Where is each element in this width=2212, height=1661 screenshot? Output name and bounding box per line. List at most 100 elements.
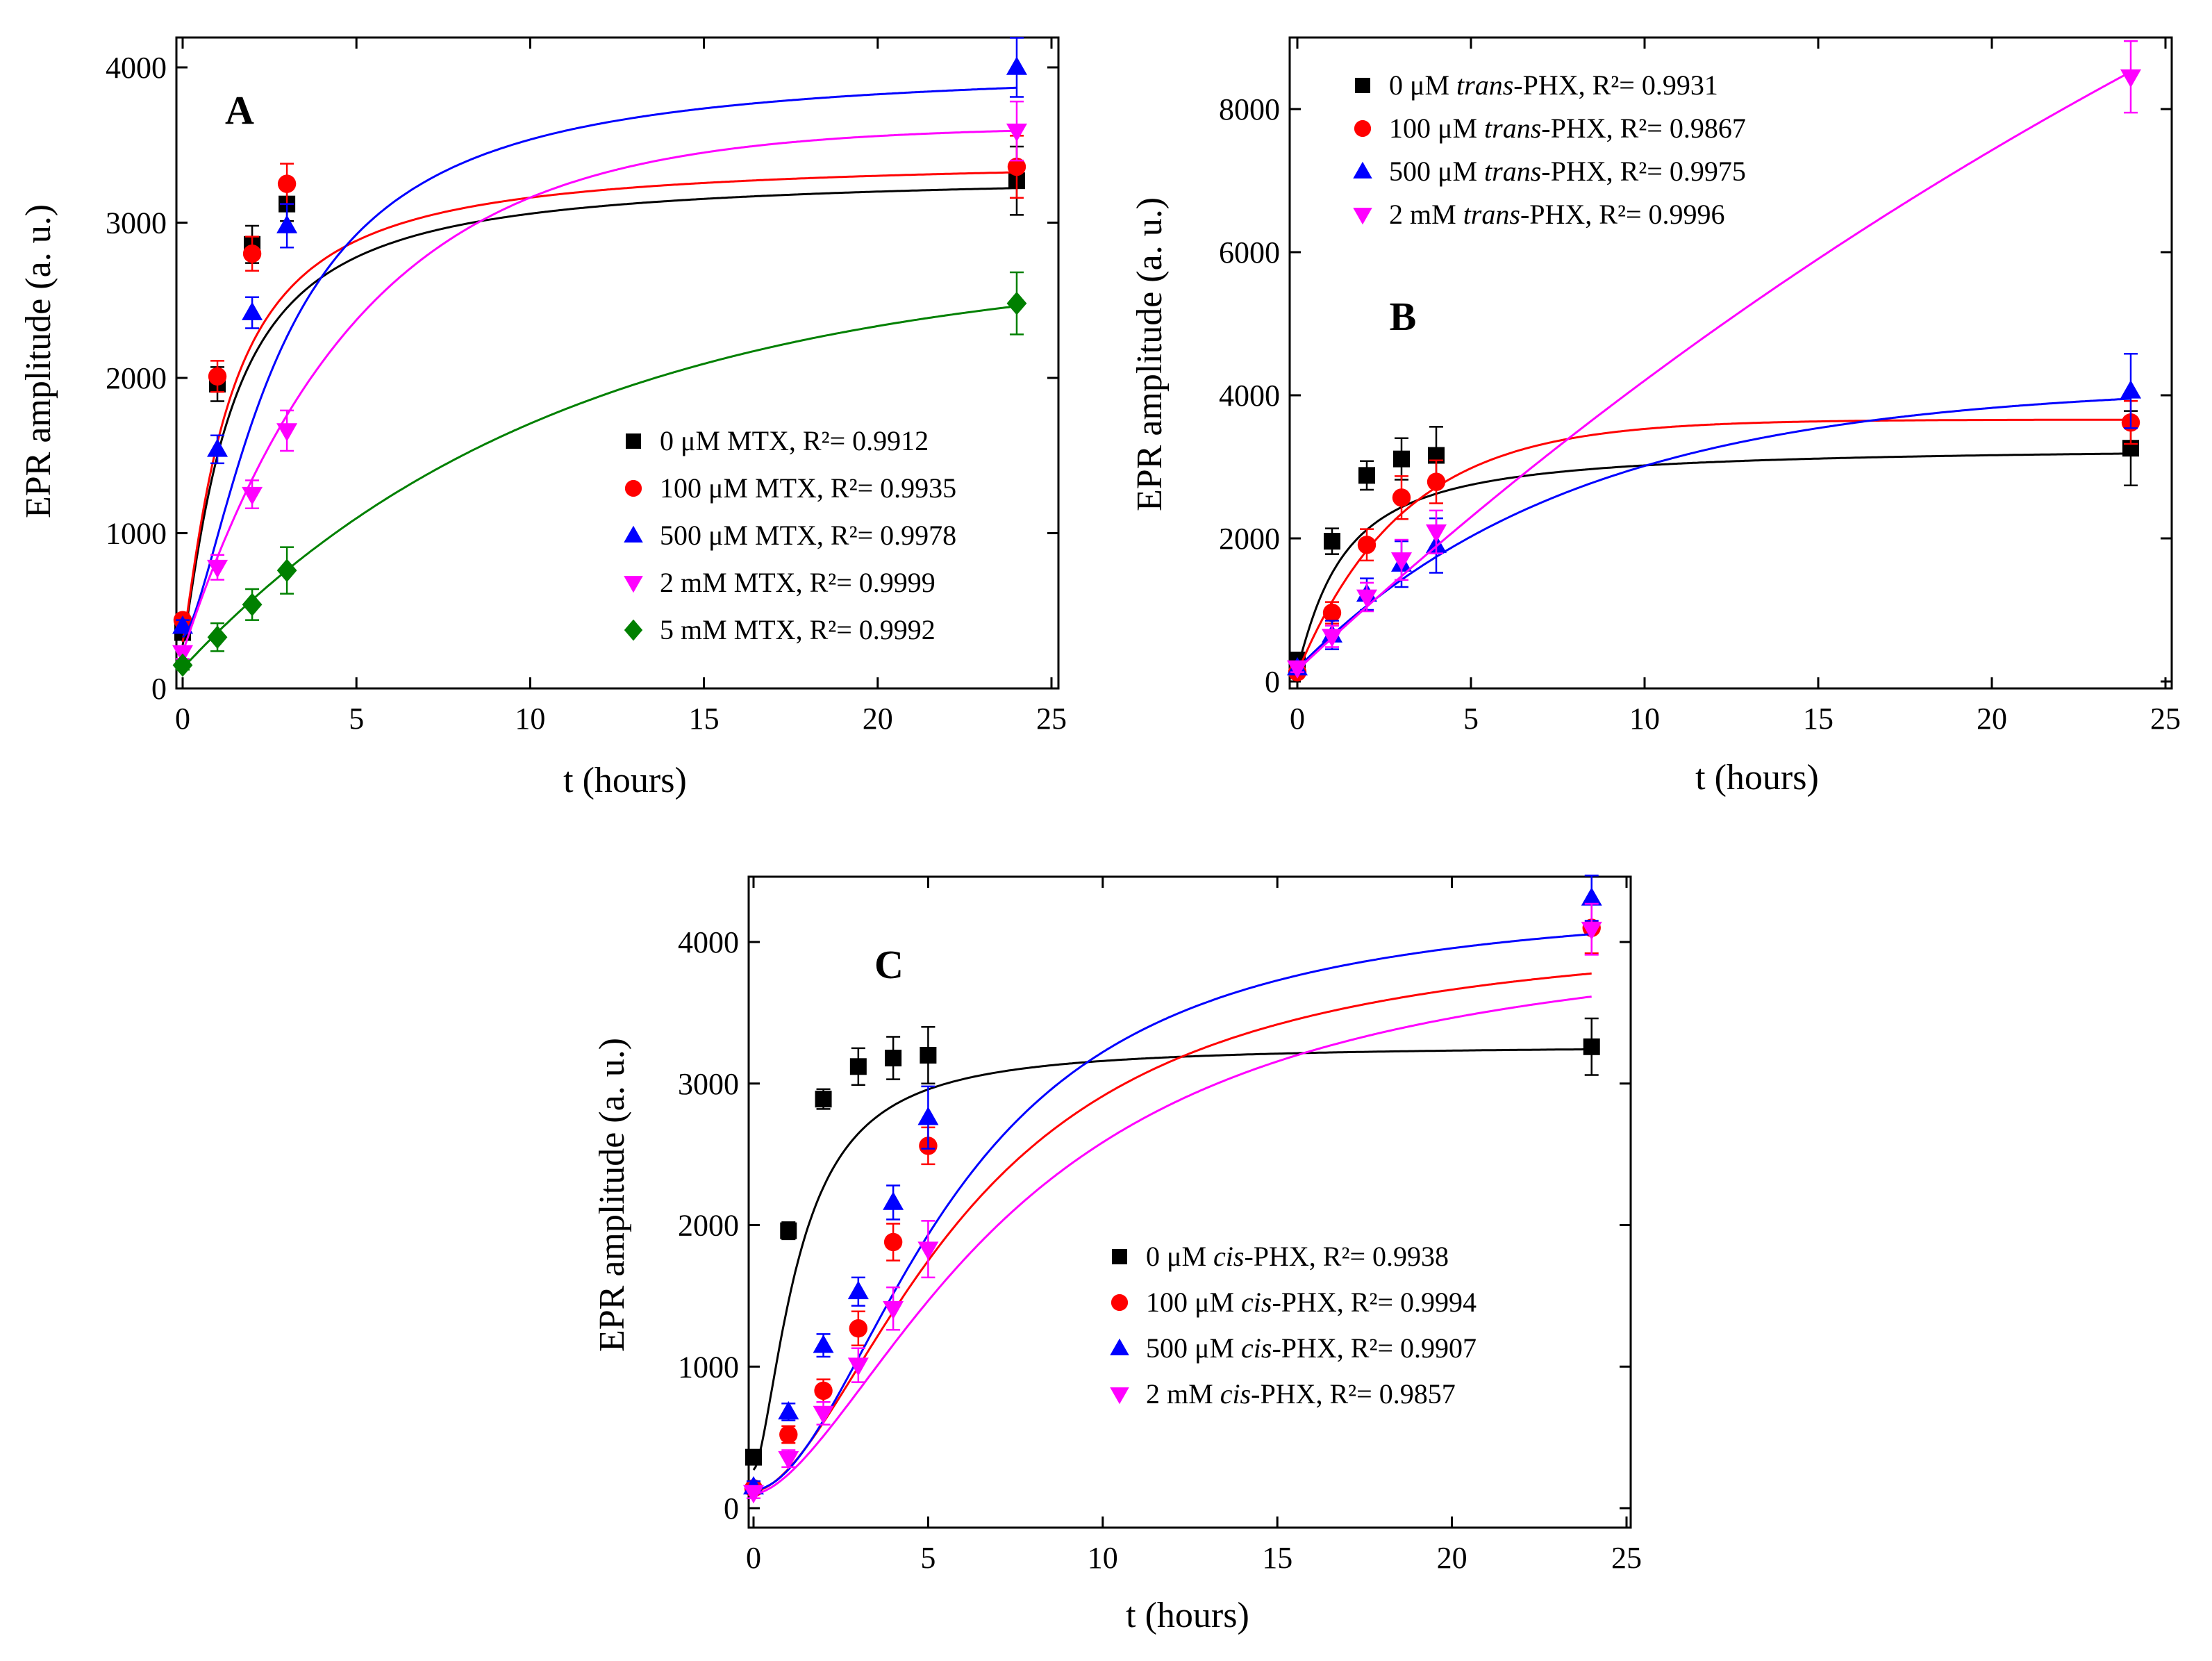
data-point	[276, 423, 298, 442]
legend-item: 2 mM cis-PHX, R²= 0.9857	[1110, 1378, 1456, 1410]
legend-label: 0 μM MTX, R²= 0.9912	[660, 425, 929, 456]
legend-label: 100 μM MTX, R²= 0.9935	[660, 472, 956, 504]
x-tick-label: 20	[863, 702, 893, 736]
data-point	[1007, 157, 1026, 176]
legend-marker	[1354, 119, 1372, 138]
data-point	[883, 1300, 904, 1320]
chart-panel-b: 0 5 10 15 20 25 0 2000 4000 6000 8000 t (hours) EPR …	[1130, 36, 2181, 798]
x-tick-label: 25	[1611, 1541, 1642, 1575]
x-tick-label: 5	[349, 702, 364, 736]
x-tick-label: 20	[1437, 1541, 1467, 1575]
y-tick-label: 6000	[1219, 235, 1280, 270]
x-tick-label: 10	[1088, 1541, 1118, 1575]
legend-marker	[1355, 78, 1370, 93]
x-tick-label: 0	[746, 1541, 761, 1575]
data-point	[277, 174, 297, 193]
y-tick-label: 3000	[106, 206, 167, 240]
data-point	[779, 1425, 798, 1444]
data-point	[172, 615, 193, 634]
legend-label: 100 μM cis-PHX, R²= 0.9994	[1146, 1287, 1477, 1318]
data-point	[1006, 291, 1027, 315]
data-point	[207, 625, 228, 650]
data-point	[1006, 56, 1027, 75]
y-tick-label: 1000	[106, 517, 167, 551]
x-tick-label: 15	[689, 702, 720, 736]
data-point	[778, 1400, 799, 1420]
panel-label: C	[874, 942, 904, 987]
y-tick-label: 3000	[678, 1067, 739, 1101]
data-point	[1581, 887, 1602, 906]
data-point	[276, 215, 298, 233]
legend: 0 μM trans-PHX, R²= 0.9931 100 μM trans-P…	[1353, 69, 1746, 230]
data-point	[207, 559, 228, 579]
data-point	[917, 1241, 939, 1260]
data-point	[1322, 629, 1342, 647]
legend-item: 100 μM MTX, R²= 0.9935	[624, 472, 956, 504]
series-500-um-mtx	[172, 37, 1027, 638]
data-point	[242, 301, 263, 320]
data-point	[917, 1107, 939, 1125]
plot-frame	[747, 875, 1632, 1529]
data-point	[1324, 533, 1340, 550]
data-point	[780, 1222, 797, 1239]
data-point	[743, 1485, 764, 1504]
x-tick-label: 15	[1803, 702, 1833, 736]
data-point	[815, 1091, 832, 1108]
y-tick-label: 0	[1265, 665, 1280, 699]
legend-label: 2 mM MTX, R²= 0.9999	[660, 567, 935, 598]
data-point	[242, 486, 263, 506]
data-point	[883, 1232, 903, 1252]
data-point	[172, 653, 193, 677]
data-point	[208, 367, 227, 386]
legend-item: 5 mM MTX, R²= 0.9992	[624, 614, 935, 645]
legend-item: 500 μM MTX, R²= 0.9978	[624, 520, 956, 551]
x-tick-label: 20	[1977, 702, 2007, 736]
series-2-mm-cis-phx	[743, 902, 1602, 1504]
y-tick-label: 1000	[678, 1350, 739, 1384]
fit-curve-500-um-mtx	[182, 86, 1017, 638]
legend: 0 μM cis-PHX, R²= 0.9938 100 μM cis-PHX, …	[1110, 1241, 1477, 1410]
x-tick-label: 5	[920, 1541, 935, 1575]
y-axis-label: EPR amplitude (a. u.)	[592, 1038, 632, 1352]
y-tick-label: 2000	[678, 1209, 739, 1243]
data-point	[1583, 1038, 1600, 1055]
legend: 0 μM MTX, R²= 0.9912 100 μM MTX, R²= 0.99…	[624, 425, 956, 645]
y-tick-label: 4000	[678, 925, 739, 959]
legend-label: 2 mM cis-PHX, R²= 0.9857	[1146, 1378, 1456, 1410]
legend-marker	[1110, 1338, 1129, 1355]
legend-item: 500 μM trans-PHX, R²= 0.9975	[1353, 156, 1746, 187]
data-point	[276, 559, 297, 582]
fit-curve-100-um-trans-phx	[1296, 418, 2131, 674]
data-point	[778, 1451, 799, 1470]
data-point	[883, 1191, 904, 1210]
legend-label: 500 μM cis-PHX, R²= 0.9907	[1146, 1332, 1477, 1364]
x-tick-label: 10	[1629, 702, 1660, 736]
data-point	[2120, 69, 2141, 88]
chart-panel-a: 0 5 10 15 20 25 0 1000 2000 3000 4000 t (hours) EPR …	[19, 36, 1067, 800]
legend-item: 100 μM trans-PHX, R²= 0.9867	[1354, 113, 1746, 144]
y-tick-label: 2000	[1219, 522, 1280, 556]
x-tick-label: 0	[1290, 702, 1305, 736]
x-tick-label: 10	[515, 702, 545, 736]
legend-label: 0 μM trans-PHX, R²= 0.9931	[1389, 69, 1718, 101]
data-point	[920, 1047, 937, 1064]
fit-curve-0-um-cis-phx	[752, 1048, 1592, 1471]
fit-curve-100-um-mtx	[181, 171, 1017, 643]
legend-marker	[624, 479, 642, 497]
legend-item: 500 μM cis-PHX, R²= 0.9907	[1110, 1332, 1477, 1364]
data-point	[847, 1280, 869, 1300]
legend-label: 500 μM MTX, R²= 0.9978	[660, 520, 956, 551]
legend-label: 5 mM MTX, R²= 0.9992	[660, 614, 935, 645]
series-2-mm-mtx	[172, 100, 1027, 664]
legend-marker	[1353, 208, 1372, 225]
plot-frame	[1288, 36, 2173, 690]
data-point	[242, 245, 262, 263]
legend-marker	[1111, 1294, 1129, 1312]
legend-label: 500 μM trans-PHX, R²= 0.9975	[1389, 156, 1746, 187]
legend-marker	[624, 619, 643, 641]
data-point	[2120, 380, 2141, 399]
data-point	[1391, 552, 1412, 571]
legend-label: 2 mM trans-PHX, R²= 0.9996	[1389, 199, 1725, 230]
legend-item: 2 mM trans-PHX, R²= 0.9996	[1353, 199, 1725, 230]
